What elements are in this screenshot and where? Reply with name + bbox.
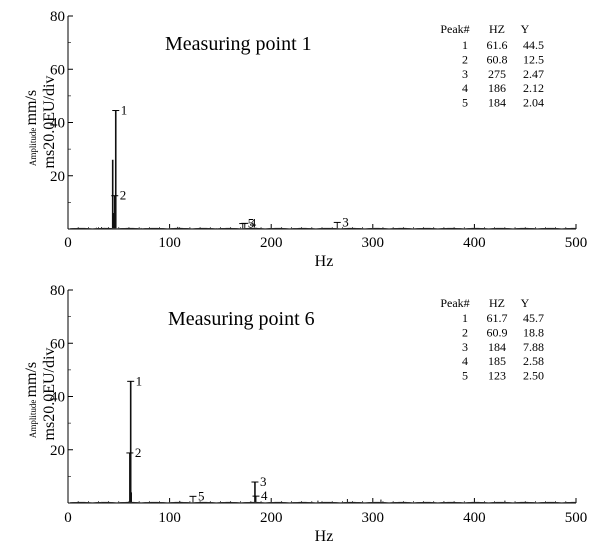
x-tick-label: 0 [64, 235, 72, 251]
peak-table-header: Y [521, 22, 530, 36]
y-axis-scale-label: ms20.0EU/div [41, 348, 58, 441]
peak-table-hz: 186 [488, 81, 506, 95]
x-tick-label: 400 [463, 235, 486, 251]
peak-table-hz: 61.6 [487, 38, 508, 52]
peak-marker-label: 2 [135, 445, 142, 460]
y-axis-label-small: Amplitude [28, 397, 38, 438]
chart-panel-1: 0 100 200 300 400 500 20 40 60 80 Hz Amplitude mm/s… [23, 9, 587, 270]
y-tick-label: 80 [50, 9, 65, 25]
y-tick-label: 60 [50, 336, 65, 352]
peak-table-y: 2.12 [523, 81, 544, 95]
x-tick-label: 400 [463, 510, 486, 526]
chart-panel-2: 0 100 200 300 400 500 20 40 60 80 Hz Amplitude mm/s… [23, 283, 587, 545]
x-tick-label: 300 [362, 235, 385, 251]
peak-table-index: 1 [462, 311, 468, 325]
peak-table-y: 2.47 [523, 67, 544, 81]
y-axis-label-small: Amplitude [28, 125, 38, 166]
x-tick-label: 0 [64, 510, 72, 526]
peak-marker-label: 3 [260, 474, 267, 489]
chart-title: Measuring point 6 [168, 308, 315, 330]
peak-table-y: 2.04 [523, 96, 544, 110]
x-axis-label: Hz [315, 253, 334, 270]
peak-table-index: 3 [462, 340, 468, 354]
y-axis-scale-label: ms20.0EU/div [41, 76, 58, 169]
peak-marker-label: 3 [342, 214, 349, 229]
y-axis-label-units: mm/s [23, 90, 40, 126]
peak-table-y: 7.88 [523, 340, 544, 354]
y-tick-label: 20 [50, 169, 65, 185]
y-tick-label: 20 [50, 443, 65, 459]
peak-marker-label: 1 [136, 373, 143, 388]
peak-table-hz: 275 [488, 67, 506, 81]
peak-marker-label: 1 [121, 103, 128, 118]
peak-table-y: 18.8 [523, 325, 544, 339]
peak-table-y: 12.5 [523, 52, 544, 66]
peak-table-hz: 185 [488, 354, 506, 368]
peak-table-hz: 184 [488, 340, 506, 354]
peak-table-y: 45.7 [523, 311, 544, 325]
peak-table-header: Y [521, 296, 530, 310]
x-tick-label: 200 [260, 510, 283, 526]
peak-table-header: HZ [489, 22, 505, 36]
peak-marker-label: 4 [250, 215, 257, 230]
peak-table-hz: 61.7 [487, 311, 508, 325]
peak-table-index: 5 [462, 369, 468, 383]
chart-title: Measuring point 1 [165, 33, 312, 55]
peak-table-index: 4 [462, 354, 468, 368]
peak-table-index: 5 [462, 96, 468, 110]
y-tick-label: 60 [50, 62, 65, 78]
y-axis-label: Amplitude mm/s [23, 362, 40, 438]
peak-marker-label: 5 [198, 488, 205, 503]
peak-marker-label: 4 [261, 488, 268, 503]
peak-table-hz: 60.8 [487, 52, 508, 66]
peak-table-hz: 60.9 [487, 325, 508, 339]
peak-table-hz: 123 [488, 369, 506, 383]
peak-table-index: 2 [462, 325, 468, 339]
y-tick-label: 40 [50, 390, 65, 406]
y-axis-label-units: mm/s [23, 362, 40, 398]
peak-table-index: 2 [462, 52, 468, 66]
peak-table-header: HZ [489, 296, 505, 310]
x-tick-label: 100 [158, 235, 181, 251]
peak-marker-label: 5 [248, 216, 255, 231]
y-axis-label: Amplitude mm/s [23, 90, 40, 166]
y-tick-label: 80 [50, 283, 65, 299]
x-tick-label: 500 [565, 510, 588, 526]
peak-table-y: 2.58 [523, 354, 544, 368]
peak-table-index: 3 [462, 67, 468, 81]
x-tick-label: 100 [158, 510, 181, 526]
y-tick-label: 40 [50, 116, 65, 132]
peak-table-y: 2.50 [523, 369, 544, 383]
x-tick-label: 300 [362, 510, 385, 526]
peak-table-index: 4 [462, 81, 468, 95]
peak-table-y: 44.5 [523, 38, 544, 52]
x-axis-label: Hz [315, 528, 334, 545]
peak-table-hz: 184 [488, 96, 506, 110]
peak-table-index: 1 [462, 38, 468, 52]
peak-table-header: Peak# [440, 22, 469, 36]
peak-marker-label: 2 [120, 188, 127, 203]
x-tick-label: 500 [565, 235, 588, 251]
peak-table-header: Peak# [440, 296, 469, 310]
x-tick-label: 200 [260, 235, 283, 251]
